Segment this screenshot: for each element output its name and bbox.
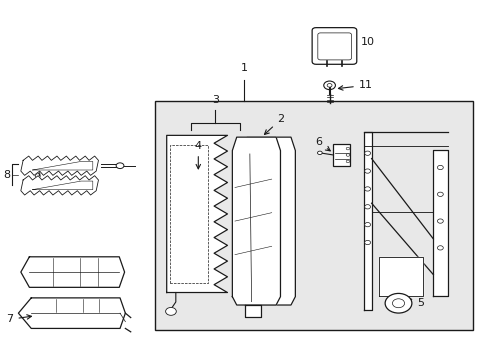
Polygon shape [432,150,447,296]
Circle shape [346,154,349,156]
Circle shape [165,307,176,315]
Text: 1: 1 [241,63,247,73]
Circle shape [385,293,411,313]
Text: 3: 3 [211,95,218,105]
Text: 9: 9 [33,170,40,183]
Circle shape [364,204,370,209]
Circle shape [392,299,404,308]
Circle shape [364,240,370,245]
Circle shape [364,169,370,173]
Text: 5: 5 [403,296,423,308]
Polygon shape [243,137,295,305]
Circle shape [317,151,322,154]
Text: 6: 6 [315,138,329,151]
Polygon shape [378,257,423,296]
Circle shape [364,187,370,191]
Bar [333,144,350,166]
Circle shape [323,81,335,90]
Bar [154,102,472,330]
Polygon shape [245,305,261,317]
Circle shape [437,192,443,197]
Polygon shape [19,298,125,328]
Text: 10: 10 [340,37,374,48]
Text: 4: 4 [194,141,202,169]
Circle shape [364,151,370,156]
FancyBboxPatch shape [311,28,356,64]
Circle shape [437,219,443,223]
Polygon shape [166,135,227,293]
Polygon shape [232,137,280,305]
Circle shape [364,222,370,227]
Circle shape [326,84,331,87]
Text: 8: 8 [3,170,11,180]
Circle shape [116,163,123,168]
Text: 2: 2 [264,114,284,134]
Polygon shape [363,132,371,310]
Circle shape [346,160,349,163]
Circle shape [437,165,443,170]
FancyBboxPatch shape [317,33,351,60]
Text: 7: 7 [6,314,31,324]
Circle shape [437,246,443,250]
Text: 11: 11 [338,80,372,90]
Polygon shape [21,156,98,175]
Polygon shape [21,176,98,195]
Circle shape [346,147,349,150]
Polygon shape [21,257,124,287]
